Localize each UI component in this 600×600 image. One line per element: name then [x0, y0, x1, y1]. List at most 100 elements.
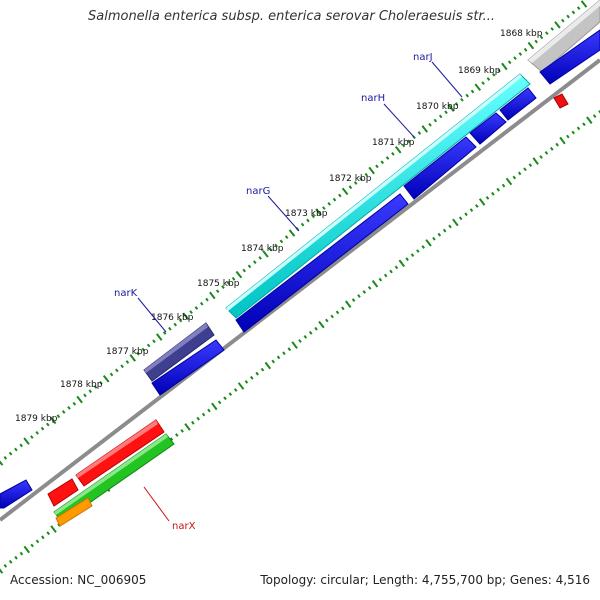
cds-narG[interactable]: [235, 193, 409, 333]
outer-ring-tick: [168, 326, 172, 331]
inner-ring-tick: [478, 198, 486, 206]
inner-ring-tick: [3, 564, 8, 568]
gene-label-narJ[interactable]: narJ: [413, 52, 433, 63]
tick-label-1875: 1875 kbp: [197, 279, 240, 289]
outer-ring-tick: [539, 35, 544, 40]
outer-ring-tick: [258, 256, 262, 260]
outer-ring-tick: [35, 430, 39, 435]
outer-ring-tick: [136, 351, 140, 356]
outer-ring-tick: [359, 176, 363, 181]
gene-label-narH[interactable]: narH: [361, 93, 385, 104]
inner-ring-tick: [464, 212, 468, 217]
inner-ring-tick: [175, 433, 179, 437]
inner-ring-tick: [367, 285, 372, 290]
cds-narK[interactable]: [151, 339, 225, 396]
inner-ring-tick: [237, 382, 245, 390]
inner-ring-tick: [496, 187, 500, 192]
outer-ring-tick: [279, 239, 284, 244]
inner-ring-tick: [46, 531, 50, 536]
gene-nar-cyan[interactable]: [225, 73, 531, 319]
inner-ring-tick: [325, 318, 329, 323]
outer-ring-tick: [88, 389, 92, 394]
outer-ring-tick: [311, 214, 315, 219]
inner-ring-tick: [180, 429, 184, 433]
inner-ring-tick: [318, 320, 325, 329]
inner-ring-tick: [357, 294, 361, 298]
inner-ring-tick: [50, 525, 57, 533]
cds-left[interactable]: [0, 479, 33, 509]
inner-ring-tick: [298, 339, 302, 343]
callout-narG: [267, 195, 300, 232]
outer-ring-tick: [173, 322, 177, 327]
outer-ring-tick: [497, 68, 501, 73]
outer-ring-tick: [67, 405, 71, 410]
inner-ring-tick: [383, 273, 388, 278]
inner-ring-tick: [544, 151, 549, 155]
gene-label-narK[interactable]: narK: [114, 288, 138, 299]
outer-ring-tick: [102, 374, 110, 383]
outer-ring-tick: [156, 333, 163, 341]
inner-ring-tick: [582, 122, 586, 127]
outer-ring-tick: [262, 250, 269, 258]
cds-narH-2[interactable]: [403, 136, 477, 200]
inner-ring-tick: [437, 232, 442, 237]
outer-ring-tick: [527, 41, 535, 50]
gene-label-narG[interactable]: narG: [246, 186, 270, 197]
outer-ring-tick: [492, 72, 496, 77]
gene-label-narX[interactable]: narX: [172, 521, 196, 532]
accession-label: Accession: NC_006905: [10, 573, 147, 587]
outer-ring-tick: [269, 247, 273, 252]
outer-ring-tick: [470, 89, 475, 94]
inner-ring-tick: [207, 408, 211, 413]
outer-ring-tick: [49, 416, 57, 425]
inner-ring-tick: [314, 326, 318, 331]
outer-ring-tick: [288, 229, 296, 237]
inner-ring-tick: [523, 167, 527, 172]
inner-ring-tick: [255, 371, 259, 376]
outer-ring-tick: [391, 151, 395, 156]
outer-ring-tick: [182, 312, 190, 321]
tick-label-1871: 1871 kbp: [372, 138, 415, 148]
gene-red-small[interactable]: [553, 93, 569, 109]
callout-narK: [137, 297, 167, 333]
outer-ring-tick: [454, 102, 459, 106]
inner-ring-tick: [341, 306, 345, 311]
tick-label-1869: 1869 kbp: [458, 66, 501, 76]
tick-label-1870: 1870 kbp: [416, 102, 459, 112]
inner-ring-tick: [330, 314, 334, 319]
gene-orange[interactable]: [55, 497, 93, 527]
outer-ring-tick: [235, 270, 243, 279]
gene-green-highlight: [54, 434, 168, 515]
outer-ring-tick: [19, 443, 23, 448]
tick-label-1872: 1872 kbp: [329, 174, 372, 184]
outer-ring-tick: [417, 131, 422, 135]
outer-ring-tick: [231, 276, 236, 281]
inner-ring-tick: [501, 183, 506, 188]
outer-ring-tick: [545, 31, 549, 36]
inner-ring-tick: [308, 330, 313, 335]
cds-narH[interactable]: [469, 112, 507, 145]
inner-ring-tick: [512, 175, 517, 180]
outer-ring-tick: [561, 18, 565, 23]
outer-ring-tick: [394, 145, 402, 154]
outer-ring-tick: [438, 114, 443, 119]
outer-ring-tick: [554, 21, 561, 29]
outer-ring-tick: [486, 77, 491, 81]
outer-ring-tick: [421, 125, 428, 133]
outer-ring-tick: [368, 166, 375, 175]
genome-backbone: [0, 58, 600, 522]
gene-narX-2[interactable]: [47, 478, 79, 507]
outer-ring-tick: [247, 264, 252, 269]
outer-ring-tick: [332, 197, 337, 202]
outer-ring-tick: [109, 372, 114, 377]
inner-ring-tick: [389, 269, 393, 274]
cds-top-right[interactable]: [539, 29, 600, 85]
gene-narK[interactable]: [143, 322, 215, 382]
cds-narJ[interactable]: [499, 87, 537, 121]
outer-ring-tick: [14, 447, 18, 452]
outer-ring-tick: [571, 10, 576, 15]
inner-ring-tick: [421, 245, 425, 249]
outer-ring-tick: [465, 93, 469, 98]
map-title: Salmonella enterica subsp. enterica sero…: [88, 9, 495, 24]
inner-ring-tick: [416, 249, 420, 253]
